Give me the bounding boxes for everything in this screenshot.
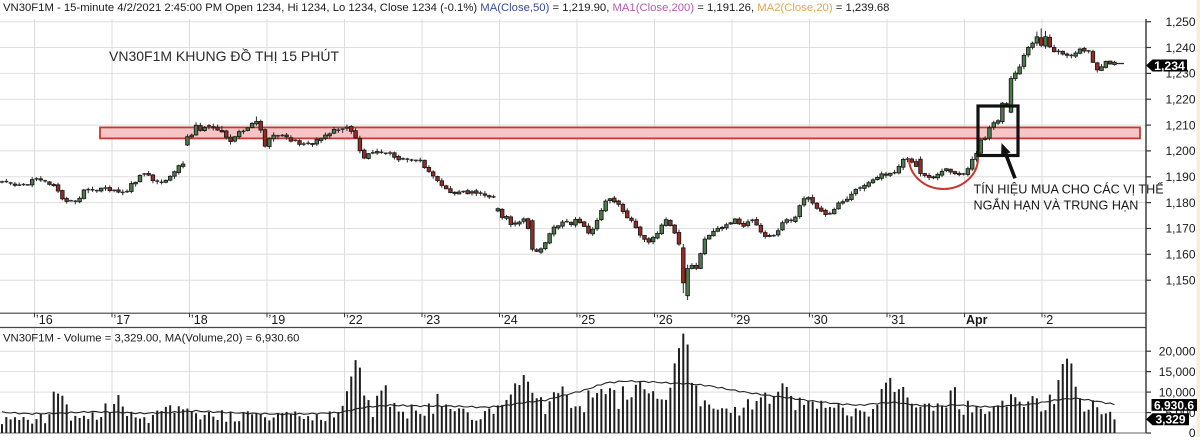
svg-text:1,210: 1,210 [1165, 118, 1195, 132]
svg-text:ʼ30: ʼ30 [811, 313, 828, 327]
svg-text:1,190: 1,190 [1165, 170, 1195, 184]
svg-text:TÍN HIỆU MUA CHO CÁC VỊ THẾ: TÍN HIỆU MUA CHO CÁC VỊ THẾ [974, 182, 1164, 197]
svg-text:ʼ17: ʼ17 [114, 313, 131, 327]
svg-text:1,150: 1,150 [1165, 273, 1195, 287]
svg-text:1,220: 1,220 [1165, 93, 1195, 107]
svg-text:ʼ23: ʼ23 [424, 313, 441, 327]
svg-text:Apr: Apr [966, 313, 988, 327]
svg-text:ʼ22: ʼ22 [346, 313, 363, 327]
svg-text:1,160: 1,160 [1165, 248, 1195, 262]
svg-text:VN30F1M KHUNG ĐỒ THỊ 15 PHÚT: VN30F1M KHUNG ĐỒ THỊ 15 PHÚT [109, 47, 339, 64]
svg-text:ʼ24: ʼ24 [501, 313, 518, 327]
svg-text:0: 0 [1189, 426, 1196, 437]
svg-text:ʼ18: ʼ18 [191, 313, 208, 327]
svg-text:ʼ31: ʼ31 [889, 313, 906, 327]
svg-text:3,329: 3,329 [1155, 413, 1185, 427]
svg-text:1,170: 1,170 [1165, 222, 1195, 236]
svg-text:ʼ29: ʼ29 [734, 313, 751, 327]
svg-text:15,000: 15,000 [1159, 365, 1196, 379]
svg-text:20,000: 20,000 [1159, 344, 1196, 358]
svg-text:NGẮN HẠN VÀ TRUNG HẠN: NGẮN HẠN VÀ TRUNG HẠN [974, 198, 1139, 213]
svg-text:1,250: 1,250 [1165, 15, 1195, 29]
svg-text:VN30F1M - Volume = 3,329.00, M: VN30F1M - Volume = 3,329.00, MA(Volume,2… [3, 333, 299, 345]
svg-text:ʼ16: ʼ16 [36, 313, 53, 327]
svg-text:1,200: 1,200 [1165, 144, 1195, 158]
svg-text:6,930.6: 6,930.6 [1154, 398, 1194, 412]
svg-text:1,180: 1,180 [1165, 196, 1195, 210]
svg-text:10,000: 10,000 [1159, 385, 1196, 399]
svg-text:ʼ19: ʼ19 [269, 313, 286, 327]
svg-text:ʼ25: ʼ25 [579, 313, 596, 327]
svg-text:ʼ2: ʼ2 [1044, 313, 1054, 327]
svg-text:VN30F1M - 15-minute 4/2/2021 2: VN30F1M - 15-minute 4/2/2021 2:45:00 PM … [3, 2, 889, 14]
svg-text:ʼ26: ʼ26 [656, 313, 673, 327]
svg-text:1,240: 1,240 [1165, 41, 1195, 55]
svg-text:1,234: 1,234 [1154, 59, 1185, 73]
